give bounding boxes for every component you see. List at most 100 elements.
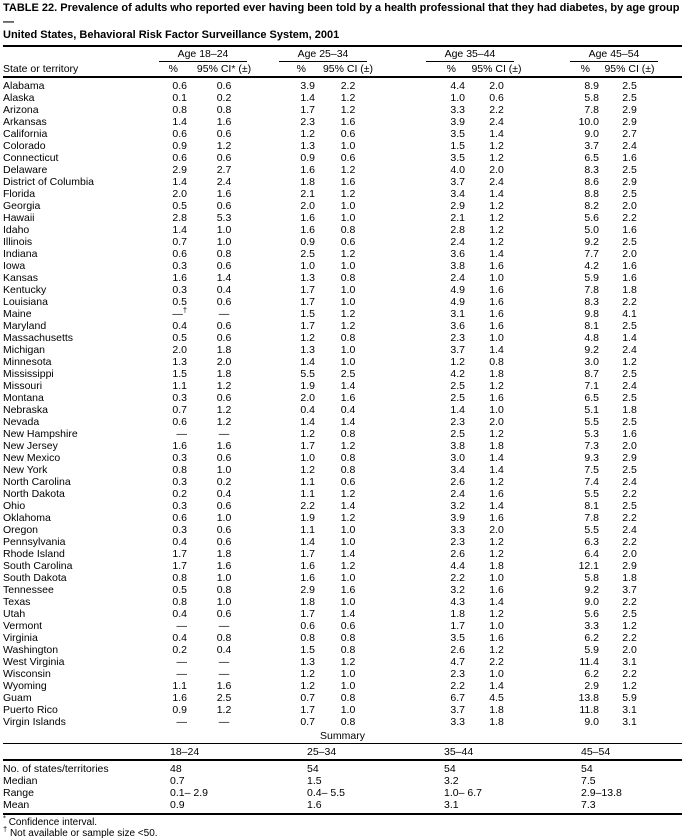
table-row: Ohio 0.3 0.6 2.2 1.4 3.2 1.4 8.1 2.5 — [3, 500, 682, 512]
table-row: Oklahoma 0.6 1.0 1.9 1.2 3.9 1.6 7.8 2.2 — [3, 512, 682, 524]
value-cell: 5.5 — [300, 367, 315, 380]
value-cell: 2.5 — [622, 79, 637, 92]
summary-title: Summary — [320, 729, 365, 742]
value-cell: 0.9 — [300, 151, 315, 164]
value-cell: 9.0 — [584, 127, 599, 140]
value-cell: 1.6 — [489, 487, 504, 500]
table-row: West Virginia — — 1.3 1.2 4.7 2.2 11.4 3.1 — [3, 656, 682, 668]
value-cell: 1.2 — [340, 487, 356, 500]
value-cell: 1.2 — [216, 415, 232, 428]
value-cell: 1.7 — [300, 547, 315, 560]
value-cell: 1.8 — [450, 607, 465, 620]
value-cell: 1.5 — [300, 307, 315, 320]
value-cell: 0.8 — [340, 463, 356, 476]
value-cell: 8.1 — [584, 499, 599, 512]
value-cell: 1.8 — [489, 715, 504, 728]
value-cell: 1.0 — [300, 451, 315, 464]
value-cell: 0.6 — [340, 151, 356, 164]
value-cell: 9.0 — [584, 715, 599, 728]
row-label: No. of states/territories — [3, 762, 109, 775]
value-cell: 0.9 — [300, 235, 315, 248]
value-cell: 2.9 — [450, 199, 465, 212]
value-cell: 1.6 — [340, 175, 356, 188]
table-row: Iowa 0.3 0.6 1.0 1.0 3.8 1.6 4.2 1.6 — [3, 260, 682, 272]
value-cell: 2.5 — [450, 379, 465, 392]
value-cell: 1.6 — [307, 798, 322, 811]
value-cell: 7.8 — [584, 283, 599, 296]
value-cell: 1.0 — [489, 571, 504, 584]
value-cell: 5.5 — [584, 415, 599, 428]
value-cell: 2.2 — [340, 79, 356, 92]
value-cell: 3.6 — [450, 319, 465, 332]
footnote-dagger-text: Not available or sample size <50. — [9, 828, 158, 839]
value-cell: 1.0 — [489, 619, 504, 632]
value-cell: 3.7 — [622, 583, 637, 596]
table-row: Mean 0.9 1.6 3.1 7.3 — [3, 799, 682, 814]
value-cell: 0.6 — [216, 535, 232, 548]
summary-header-18-24: 18–24 — [170, 742, 307, 761]
value-cell: 3.2 — [450, 499, 465, 512]
state-column-header: State or territory — [3, 61, 151, 78]
value-cell: 0.8 — [216, 631, 232, 644]
table-row: No. of states/territories 48 54 54 54 — [3, 760, 682, 775]
table-row: North Dakota 0.2 0.4 1.1 1.2 2.4 1.6 5.5 2.2 — [3, 488, 682, 500]
value-cell: 6.2 — [584, 667, 599, 680]
value-cell: 0.6 — [489, 91, 504, 104]
row-label: Florida — [3, 187, 36, 200]
value-cell: 3.8 — [450, 259, 465, 272]
table-row: Illinois 0.7 1.0 0.9 0.6 2.4 1.2 9.2 2.5 — [3, 236, 682, 248]
value-cell: 7.5 — [584, 463, 599, 476]
value-cell: 2.4 — [622, 523, 637, 536]
value-cell: 1.2 — [489, 643, 504, 656]
value-cell: 1.8 — [216, 343, 232, 356]
table-row: North Carolina 0.3 0.2 1.1 0.6 2.6 1.2 7.4 2.4 — [3, 476, 682, 488]
row-label: Kentucky — [3, 283, 47, 296]
value-cell: 1.4 — [340, 415, 356, 428]
value-cell: 12.1 — [578, 559, 599, 572]
row-label: Guam — [3, 691, 32, 704]
value-cell: — — [218, 307, 230, 320]
value-cell: 1.6 — [489, 391, 504, 404]
value-cell: 1.5 — [300, 643, 315, 656]
value-cell: 1.4 — [489, 187, 504, 200]
value-cell: 0.7 — [172, 235, 187, 248]
value-cell: 1.0 — [340, 199, 356, 212]
value-cell: 13.8 — [578, 691, 599, 704]
value-cell: 2.2 — [622, 211, 637, 224]
value-cell: 1.6 — [340, 583, 356, 596]
value-cell: 2.2 — [489, 103, 504, 116]
value-cell: 3.8 — [450, 439, 465, 452]
value-cell: 1.8 — [622, 571, 637, 584]
row-label: Nebraska — [3, 403, 48, 416]
value-cell: 1.0 — [300, 259, 315, 272]
value-cell: 0.7 — [170, 774, 185, 787]
value-cell: 5.9 — [622, 691, 637, 704]
summary-body: No. of states/territories 48 54 54 54 Median 0… — [3, 760, 682, 814]
table-row: Kentucky 0.3 0.4 1.7 1.0 4.9 1.6 7.8 1.8 — [3, 284, 682, 296]
value-cell: 1.9 — [300, 511, 315, 524]
value-cell: 1.4 — [340, 499, 356, 512]
value-cell: 1.4 — [300, 535, 315, 548]
value-cell: 1.2 — [489, 607, 504, 620]
value-cell: — — [218, 619, 230, 632]
value-cell: 9.2 — [584, 583, 599, 596]
value-cell: 5.1 — [584, 403, 599, 416]
ci-header-2: 95% CI (±) — [315, 61, 381, 78]
value-cell: 1.6 — [622, 259, 637, 272]
value-cell: 1.2 — [340, 439, 356, 452]
value-cell: 1.4 — [216, 271, 232, 284]
value-cell: 1.2 — [340, 655, 356, 668]
value-cell: 1.0 — [340, 523, 356, 536]
value-cell: 1.2 — [489, 139, 504, 152]
value-cell: 1.4 — [489, 451, 504, 464]
value-cell: 4.3 — [450, 595, 465, 608]
value-cell: 2.0 — [489, 163, 504, 176]
age-group-35-44: Age 35–44 — [381, 46, 528, 62]
table-row: Vermont — — 0.6 0.6 1.7 1.0 3.3 1.2 — [3, 620, 682, 632]
value-cell: 0.6 — [340, 619, 356, 632]
value-cell: 1.6 — [489, 583, 504, 596]
value-cell: 0.4 — [172, 607, 187, 620]
value-cell: 1.0 — [340, 139, 356, 152]
table-row: Maine —† — 1.5 1.2 3.1 1.6 9.8 4.1 — [3, 306, 682, 320]
pct-header-3: % — [381, 61, 465, 78]
